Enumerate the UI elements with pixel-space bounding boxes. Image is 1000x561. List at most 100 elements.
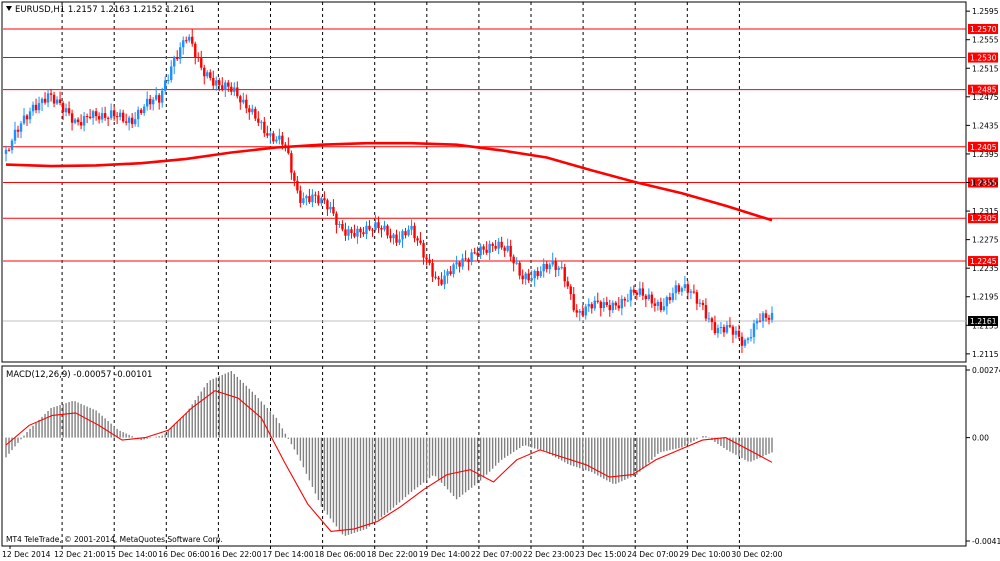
candle: [350, 226, 353, 239]
candle: [539, 266, 542, 278]
candle: [599, 300, 602, 317]
candle: [560, 260, 563, 270]
candle: [197, 52, 200, 63]
candle: [725, 321, 729, 335]
candle: [347, 225, 350, 241]
candle: [52, 91, 56, 108]
candle: [767, 314, 771, 325]
candle: [743, 338, 747, 348]
candle: [130, 112, 134, 129]
candle: [545, 261, 548, 273]
candle: [203, 64, 206, 85]
macd-axis: 0.00274 0.00 -0.00419: [966, 366, 1000, 546]
candle: [530, 270, 533, 283]
symbol-header: EURUSD,H1 1.2157 1.2163 1.2152 1.2161: [15, 5, 195, 15]
macd-tick-label: 0.00: [972, 434, 989, 443]
candle: [422, 239, 425, 265]
candle: [677, 283, 681, 295]
time-tick-label: 29 Dec 10:00: [679, 550, 730, 559]
candle: [488, 240, 491, 261]
candle: [404, 227, 407, 239]
level-price-tag: [968, 256, 998, 267]
price-tick-label: 1.2195: [972, 293, 999, 302]
candle: [485, 241, 488, 255]
candle: [533, 269, 536, 287]
horizontal-levels[interactable]: 1.2570 1.2530 1.2485 1.2405 1.2355 1.2305 1.22…: [3, 23, 998, 327]
candle: [67, 101, 71, 116]
candle: [269, 130, 272, 144]
candle: [392, 232, 395, 245]
candle: [512, 254, 515, 272]
candle: [380, 225, 383, 238]
price-tick-label: 1.2155: [972, 321, 999, 330]
price-tick-label: 1.2275: [972, 236, 999, 245]
candle: [179, 42, 182, 64]
candle: [644, 293, 648, 308]
candle: [91, 109, 95, 125]
candle: [97, 112, 101, 124]
candle: [374, 215, 377, 232]
time-tick-label: 30 Dec 02:00: [731, 550, 782, 559]
candle: [536, 267, 539, 280]
time-tick-label: 18 Dec 22:00: [367, 550, 418, 559]
candle: [758, 313, 762, 323]
price-tick-label: 1.2315: [972, 207, 999, 216]
candle: [707, 312, 711, 323]
time-tick-label: 24 Dec 07:00: [627, 550, 678, 559]
candle: [734, 326, 738, 339]
candle: [188, 34, 191, 43]
time-tick-label: 23 Dec 15:00: [575, 550, 626, 559]
candle: [106, 116, 110, 126]
candle: [749, 328, 753, 342]
candle: [335, 211, 338, 234]
candle: [764, 309, 768, 322]
time-tick-label: 16 Dec 06:00: [158, 550, 209, 559]
candle: [371, 228, 374, 237]
candle: [452, 262, 455, 278]
candle: [662, 298, 666, 312]
candle: [145, 91, 149, 111]
candle: [227, 79, 230, 92]
candle: [215, 76, 218, 91]
candle: [761, 311, 765, 328]
candle: [695, 289, 699, 311]
collapse-triangle-icon[interactable]: [6, 6, 12, 11]
candle: [221, 77, 224, 92]
candle: [467, 257, 470, 271]
candle: [689, 289, 693, 299]
candle: [569, 284, 572, 300]
candle: [4, 145, 8, 162]
candle: [755, 318, 759, 330]
candle: [293, 170, 296, 187]
candle: [470, 248, 473, 266]
candle: [332, 199, 335, 217]
time-tick-label: 15 Dec 14:00: [106, 550, 157, 559]
candle: [722, 324, 726, 337]
level-price-tag: [968, 177, 998, 188]
candle: [22, 108, 26, 125]
candle: [218, 77, 221, 92]
candle: [674, 280, 678, 301]
candle: [509, 239, 512, 262]
candle: [563, 263, 566, 288]
candle: [464, 250, 467, 262]
candle: [194, 41, 197, 65]
candle: [16, 125, 20, 138]
candle: [19, 121, 23, 139]
current-price-tag: [968, 316, 998, 327]
candle: [719, 321, 723, 335]
candle: [154, 87, 158, 101]
candle: [88, 109, 92, 120]
candle: [176, 50, 179, 62]
candle: [25, 113, 29, 126]
candle: [353, 224, 356, 239]
candle: [263, 116, 266, 137]
price-tick-label: 1.2395: [972, 150, 999, 159]
candle: [716, 324, 720, 338]
candle: [58, 91, 62, 106]
candle: [659, 297, 663, 313]
candle: [455, 255, 458, 270]
price-tick-label: 1.2595: [972, 7, 999, 16]
candle: [296, 176, 299, 194]
